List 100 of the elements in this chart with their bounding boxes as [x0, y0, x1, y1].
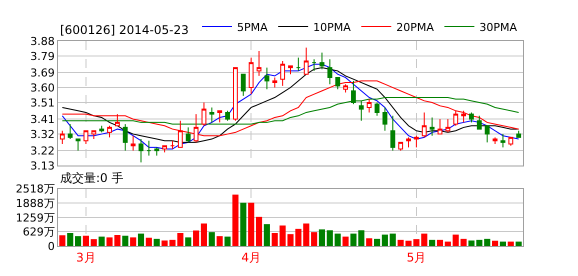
candlestick	[445, 118, 450, 133]
candlestick	[264, 67, 270, 90]
chart-title: [600126] 2014-05-23	[60, 23, 189, 37]
candlestick	[91, 130, 96, 140]
y-tick-label: 3.69	[30, 66, 55, 80]
candlestick	[146, 140, 152, 156]
bar	[508, 242, 514, 246]
bar	[98, 236, 105, 246]
bar	[232, 194, 238, 246]
bar	[436, 240, 444, 246]
candlestick	[414, 135, 419, 148]
bar	[398, 240, 404, 246]
candlestick	[202, 102, 206, 126]
legend-label: 10PMA	[313, 20, 352, 34]
candlestick	[114, 114, 120, 126]
bar	[154, 238, 160, 246]
y-tick-label: 3.60	[30, 81, 55, 94]
candlestick	[343, 84, 348, 94]
candlestick	[217, 110, 222, 123]
candlestick	[256, 50, 262, 76]
candlestick	[76, 138, 80, 152]
candlestick	[272, 77, 278, 88]
candlestick	[484, 125, 490, 143]
bar	[200, 223, 208, 246]
candlestick	[398, 142, 404, 152]
y-tick-label: 3.41	[30, 112, 55, 126]
bar	[350, 234, 356, 246]
candlestick	[170, 140, 175, 150]
bar	[208, 232, 215, 246]
bar	[193, 230, 200, 246]
y-tick-label: 3.22	[30, 144, 55, 158]
candlestick	[476, 115, 482, 130]
legend-label: 5PMA	[237, 20, 268, 34]
candlestick	[382, 106, 388, 132]
candlestick	[248, 57, 254, 95]
candlestick	[438, 118, 442, 135]
bar	[177, 233, 184, 246]
candlestick	[122, 124, 128, 152]
chart-title: 成交量:0 手	[60, 171, 124, 185]
candlestick	[225, 110, 230, 122]
bar	[500, 242, 506, 246]
bar	[468, 240, 475, 246]
candlestick	[461, 110, 466, 123]
candlestick	[288, 65, 293, 75]
bar	[256, 216, 262, 246]
candlestick	[312, 58, 317, 72]
x-tick-label: 5月	[406, 250, 426, 264]
bar	[516, 242, 522, 246]
y-tick-label: 2518万	[16, 182, 55, 196]
candlestick	[84, 130, 88, 145]
bar	[185, 237, 192, 246]
bar	[429, 240, 436, 246]
bar	[216, 236, 223, 246]
candlestick	[233, 67, 238, 122]
legend-label: 30PMA	[479, 20, 518, 34]
candlestick	[453, 110, 458, 126]
y-tick-label: 3.32	[30, 128, 55, 141]
candlestick	[99, 125, 104, 133]
candlestick	[422, 112, 427, 138]
bar	[114, 235, 120, 246]
bar	[318, 229, 326, 246]
bar	[342, 236, 349, 246]
y-tick-label: 3.88	[30, 34, 55, 48]
candlestick	[500, 134, 506, 148]
candlestick	[186, 126, 191, 143]
bar	[146, 238, 152, 246]
bar	[122, 236, 128, 246]
candlestick	[304, 47, 309, 75]
candlestick	[107, 125, 112, 138]
bar	[248, 202, 254, 246]
candlestick	[280, 60, 286, 86]
y-tick-label: 629万	[22, 226, 55, 239]
bar	[162, 240, 168, 246]
candlestick	[469, 112, 474, 123]
y-tick-label: 3.79	[30, 50, 55, 63]
bar	[405, 240, 412, 246]
y-tick-label: 0	[48, 240, 55, 253]
x-tick-label: 3月	[76, 250, 96, 264]
candlestick	[60, 130, 65, 145]
x-tick-label: 4月	[241, 250, 261, 264]
y-tick-label: 1888万	[16, 196, 55, 210]
bar	[169, 240, 176, 246]
bar	[240, 202, 246, 246]
candlestick	[162, 145, 168, 153]
candlestick	[320, 52, 324, 70]
bar	[130, 237, 136, 246]
bar	[287, 234, 294, 246]
candlestick	[390, 115, 396, 152]
candlestick	[492, 136, 498, 145]
bar	[366, 238, 372, 246]
candlestick	[327, 58, 332, 85]
candlestick	[406, 136, 411, 148]
candlestick	[154, 146, 160, 156]
candlestick	[130, 135, 136, 152]
y-tick-label: 3.13	[30, 159, 55, 172]
bar	[492, 240, 498, 246]
candlestick	[430, 116, 435, 136]
candlestick	[138, 138, 144, 163]
bar	[138, 234, 144, 246]
bar	[224, 236, 231, 246]
